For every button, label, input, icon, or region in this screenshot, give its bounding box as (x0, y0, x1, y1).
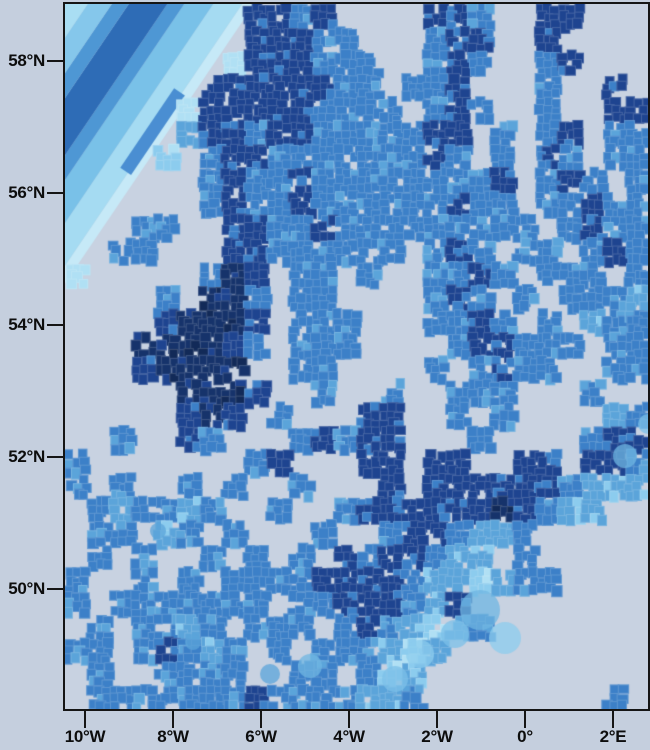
map-canvas (65, 4, 648, 709)
x-tick-mark (612, 711, 614, 728)
x-tick-label: 6°W (245, 727, 277, 746)
x-tick-label: 8°W (157, 727, 189, 746)
y-tick-mark (47, 60, 63, 62)
y-tick-mark (47, 588, 63, 590)
y-tick-label: 54°N (8, 315, 45, 334)
x-tick-mark (84, 711, 86, 728)
map-plot (63, 2, 650, 711)
x-tick-label: 0° (517, 727, 533, 746)
y-tick-label: 50°N (8, 579, 45, 598)
y-tick-label: 58°N (8, 51, 45, 70)
x-tick-mark (436, 711, 438, 728)
y-tick-mark (47, 324, 63, 326)
x-tick-mark (172, 711, 174, 728)
x-tick-mark (524, 711, 526, 728)
x-tick-label: 2°W (421, 727, 453, 746)
x-tick-label: 10°W (64, 727, 106, 746)
y-tick-mark (47, 192, 63, 194)
x-tick-mark (348, 711, 350, 728)
x-tick-label: 4°W (333, 727, 365, 746)
x-tick-label: 2°E (599, 727, 627, 746)
y-tick-label: 56°N (8, 183, 45, 202)
x-tick-mark (260, 711, 262, 728)
y-tick-mark (47, 456, 63, 458)
y-tick-label: 52°N (8, 447, 45, 466)
